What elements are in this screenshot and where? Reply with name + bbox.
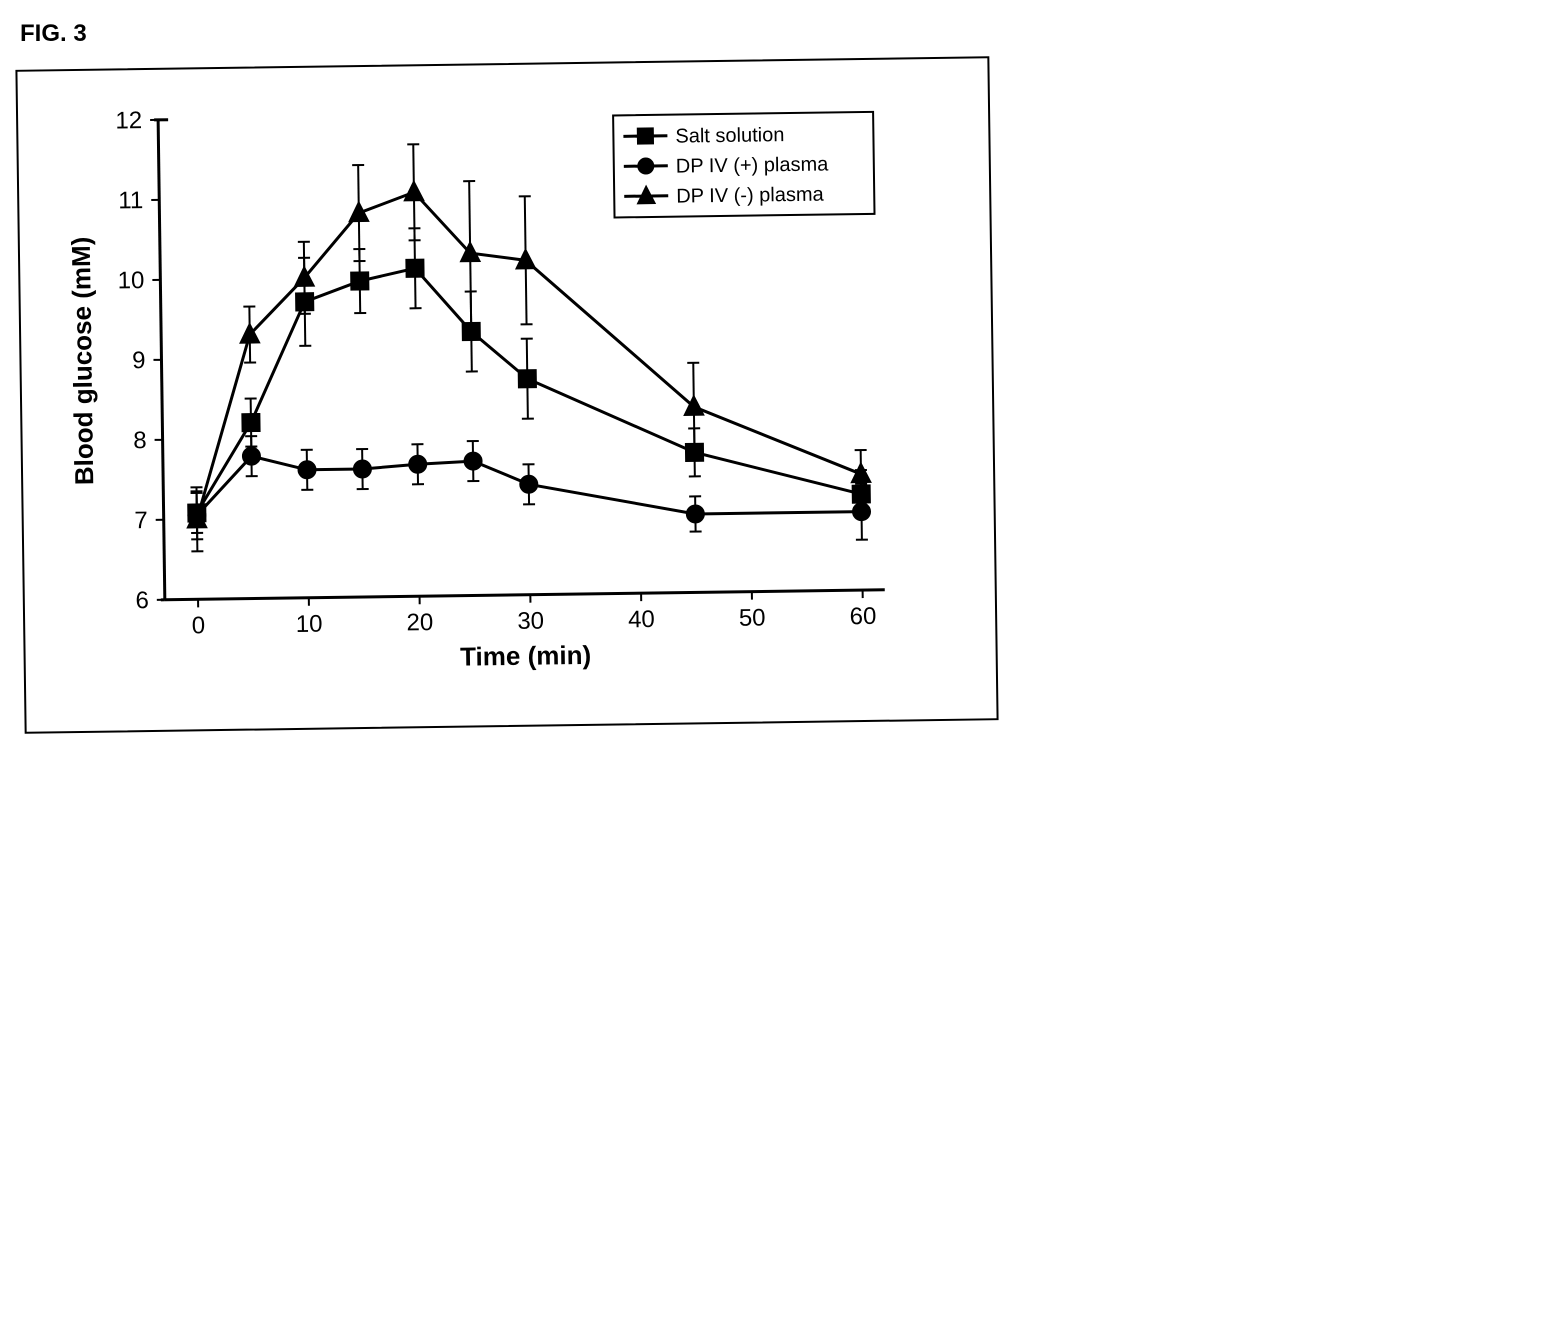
svg-text:8: 8	[133, 427, 147, 454]
chart-svg: 0 10 20 30 40 50 60 6 7 8 9 10 11 12 Blood glucose (mM…	[48, 89, 926, 691]
svg-text:6: 6	[135, 587, 149, 614]
svg-text:20: 20	[406, 609, 433, 636]
svg-text:40: 40	[628, 606, 655, 633]
svg-text:7: 7	[134, 507, 148, 534]
svg-text:Time (min): Time (min)	[460, 640, 591, 672]
svg-text:60: 60	[849, 603, 876, 630]
svg-text:DP IV (-) plasma: DP IV (-) plasma	[676, 184, 825, 208]
svg-text:10: 10	[296, 611, 323, 638]
svg-text:12: 12	[115, 107, 142, 134]
chart-container: 0 10 20 30 40 50 60 6 7 8 9 10 11 12 Blood glucose (mM…	[48, 89, 956, 702]
svg-text:50: 50	[739, 604, 766, 631]
svg-text:30: 30	[517, 608, 544, 635]
svg-text:9: 9	[132, 347, 146, 374]
chart-outer-frame: 0 10 20 30 40 50 60 6 7 8 9 10 11 12 Blood glucose (mM…	[15, 56, 998, 734]
svg-text:DP IV (+) plasma: DP IV (+) plasma	[676, 153, 830, 177]
figure-label: FIG. 3	[20, 20, 1525, 48]
svg-text:11: 11	[118, 187, 143, 214]
svg-text:Blood glucose (mM): Blood glucose (mM)	[66, 237, 99, 486]
svg-text:10: 10	[117, 267, 144, 294]
svg-text:Salt solution: Salt solution	[675, 124, 784, 148]
svg-text:0: 0	[192, 612, 206, 639]
